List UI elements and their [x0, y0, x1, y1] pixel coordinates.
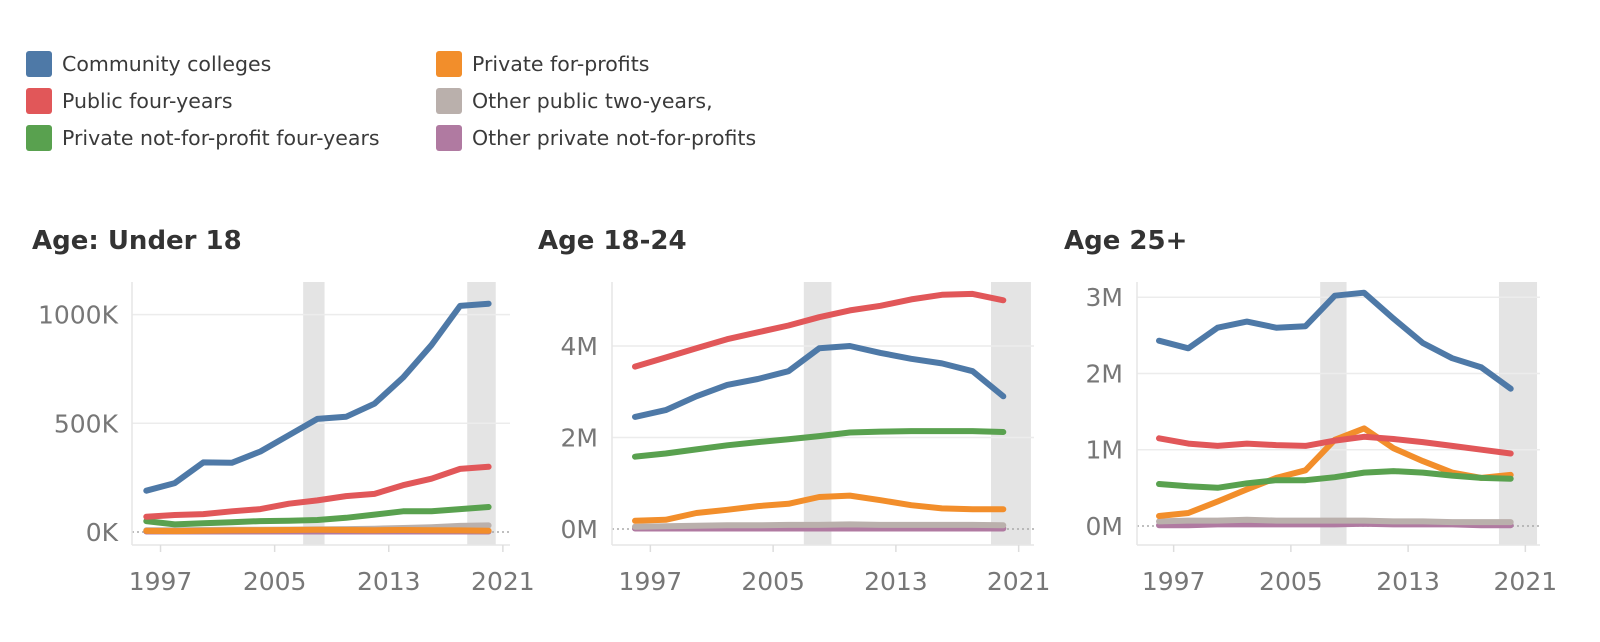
y-tick-label: 2M [561, 424, 598, 453]
y-tick-label: 3M [1086, 283, 1123, 312]
series-line-public-four-years[interactable] [1156, 433, 1514, 457]
series-line-private-for-profits[interactable] [632, 492, 1007, 524]
series-line-public-four-years[interactable] [632, 290, 1007, 370]
legend-item-other-private-nonprofits[interactable]: Other private not-for-profits [436, 124, 756, 152]
x-tick-label: 2005 [741, 567, 805, 596]
x-tick-label: 2013 [357, 567, 421, 596]
series-line-private-not-for-profit-four-years[interactable] [632, 428, 1007, 460]
legend-swatch [26, 88, 52, 114]
shaded-band [467, 282, 496, 545]
x-tick-label: 2013 [864, 567, 928, 596]
legend-swatch [26, 125, 52, 151]
series-line-public-four-years[interactable] [143, 463, 492, 520]
shaded-band [303, 282, 325, 545]
legend-label: Community colleges [62, 52, 272, 76]
x-tick-label: 2013 [1376, 567, 1440, 596]
series-line-private-not-for-profit-four-years[interactable] [1156, 468, 1514, 491]
series-line-private-for-profits[interactable] [143, 526, 492, 535]
x-tick-label: 1997 [619, 567, 683, 596]
x-tick-label: 1997 [129, 567, 193, 596]
panel-age-under-18: Age: Under 18 0K 500K 1000K 1997 2005 2013 2021 [32, 226, 535, 596]
shaded-band [1320, 282, 1347, 545]
panel-title: Age 18-24 [538, 226, 687, 256]
series-line-community-colleges[interactable] [1156, 289, 1514, 392]
legend: Community colleges Public four-years Pri… [26, 46, 846, 166]
legend-swatch [26, 51, 52, 77]
y-tick-label: 1M [1086, 436, 1123, 465]
legend-item-other-public-two-years[interactable]: Other public two-years, [436, 87, 713, 115]
legend-label: Private not-for-profit four-years [62, 126, 380, 150]
series-line-community-colleges[interactable] [143, 300, 492, 494]
x-tick-label: 2005 [1259, 567, 1323, 596]
panel-age-25: Age 25+ 0M 1M 2M 3M 1997 2005 2013 2021 [1064, 226, 1557, 596]
legend-label: Other private not-for-profits [472, 126, 757, 150]
legend-item-public-four-years[interactable]: Public four-years [26, 87, 233, 115]
legend-label: Other public two-years, [472, 89, 713, 113]
legend-swatch [436, 125, 462, 151]
legend-item-community-colleges[interactable]: Community colleges [26, 50, 271, 78]
x-tick-label: 2021 [987, 567, 1051, 596]
shaded-band [991, 282, 1031, 545]
y-tick-label: 0M [561, 515, 598, 544]
panel-age-18-24: Age 18-24 0M 2M 4M 1997 2005 2013 2021 [538, 226, 1050, 596]
panel-title: Age 25+ [1064, 226, 1187, 256]
panel-title: Age: Under 18 [32, 226, 242, 256]
legend-swatch [436, 88, 462, 114]
series-line-community-colleges[interactable] [632, 343, 1007, 420]
legend-item-private-for-profits[interactable]: Private for-profits [436, 50, 649, 78]
y-tick-label: 0K [86, 518, 119, 547]
legend-label: Private for-profits [472, 52, 650, 76]
legend-label: Public four-years [62, 89, 233, 113]
series-line-other-public-two-years[interactable] [1156, 516, 1514, 526]
series-line-private-not-for-profit-four-years[interactable] [143, 504, 492, 528]
x-tick-label: 1997 [1142, 567, 1206, 596]
y-tick-label: 0M [1086, 512, 1123, 541]
y-tick-label: 2M [1086, 359, 1123, 388]
shaded-band [1498, 282, 1538, 545]
y-tick-label: 1000K [38, 301, 119, 330]
y-tick-label: 4M [561, 332, 598, 361]
x-tick-label: 2021 [1494, 567, 1558, 596]
y-tick-label: 500K [54, 409, 119, 438]
x-tick-label: 2005 [243, 567, 307, 596]
x-tick-label: 2021 [471, 567, 535, 596]
series-line-other-public-two-years[interactable] [632, 521, 1007, 530]
legend-swatch [436, 51, 462, 77]
legend-item-private-nonprofit-four-years[interactable]: Private not-for-profit four-years [26, 124, 380, 152]
